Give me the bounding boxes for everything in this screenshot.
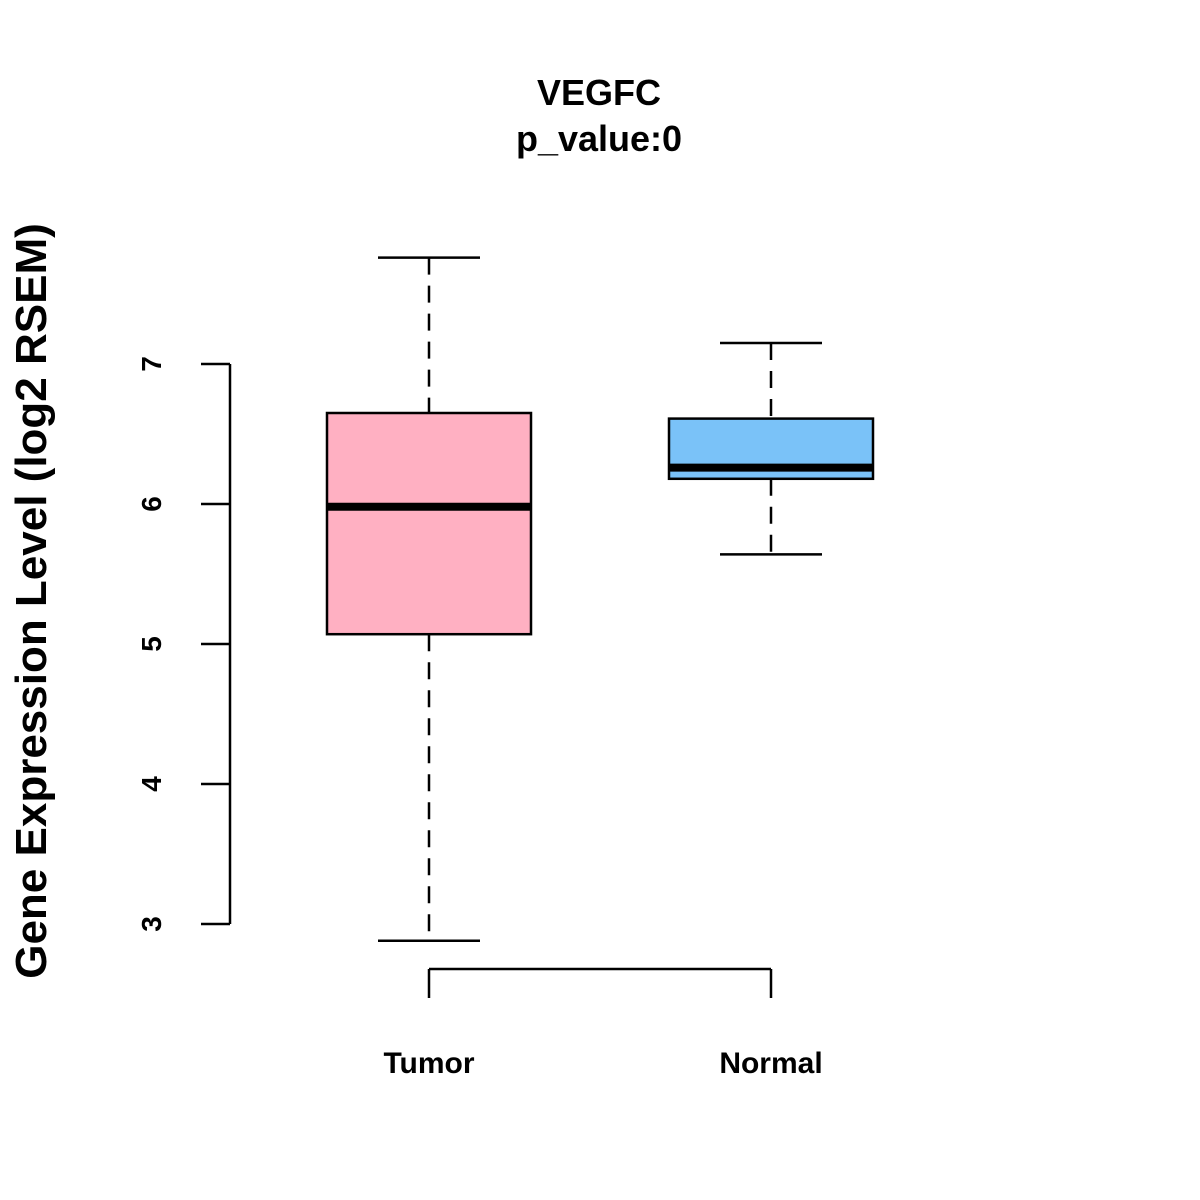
y-tick-label-5: 5 [136,636,167,652]
y-axis-label: Gene Expression Level (log2 RSEM) [7,223,56,979]
y-tick-label-7: 7 [136,356,167,372]
boxes-group [325,256,875,943]
iqr-box-tumor [325,411,533,636]
chart-subtitle: p_value:0 [516,118,682,159]
x-tick-label-normal: Normal [719,1047,822,1080]
y-tick-label-4: 4 [136,776,167,792]
x-tick-label-tumor: Tumor [383,1047,474,1080]
box-normal [667,341,875,556]
x-tick-labels: Tumor Normal [383,1047,822,1080]
box-tumor [325,256,533,943]
chart-title: VEGFC [537,72,661,113]
x-axis [427,967,773,998]
y-axis: 3 4 5 6 7 [136,356,232,932]
y-tick-label-3: 3 [136,916,167,932]
y-tick-label-6: 6 [136,496,167,512]
